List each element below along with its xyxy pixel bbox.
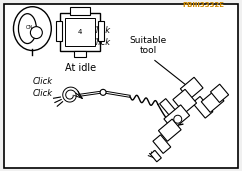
Bar <box>60 13 100 50</box>
Polygon shape <box>192 96 213 118</box>
Text: At idle: At idle <box>65 63 96 74</box>
Circle shape <box>30 27 42 39</box>
Polygon shape <box>150 150 161 162</box>
Ellipse shape <box>14 7 51 50</box>
Text: PBIII3332E: PBIII3332E <box>182 2 224 8</box>
Bar <box>70 7 90 15</box>
Text: Click: Click <box>91 26 111 35</box>
Text: ON: ON <box>26 25 33 30</box>
Bar <box>74 50 86 57</box>
Polygon shape <box>159 119 181 141</box>
Text: Click: Click <box>33 77 53 86</box>
Polygon shape <box>211 84 229 102</box>
Polygon shape <box>153 135 171 153</box>
Text: Suitable
tool: Suitable tool <box>129 36 166 56</box>
Polygon shape <box>164 105 190 130</box>
Ellipse shape <box>18 14 36 44</box>
Polygon shape <box>160 99 176 116</box>
Polygon shape <box>173 89 197 113</box>
Bar <box>56 21 62 41</box>
Text: Click: Click <box>33 89 53 98</box>
Text: Click: Click <box>91 38 111 47</box>
Polygon shape <box>201 90 224 112</box>
Circle shape <box>100 89 106 95</box>
Bar <box>65 18 95 45</box>
Text: 4: 4 <box>78 29 82 35</box>
Circle shape <box>174 115 182 123</box>
Bar <box>98 21 104 41</box>
Polygon shape <box>180 77 203 100</box>
